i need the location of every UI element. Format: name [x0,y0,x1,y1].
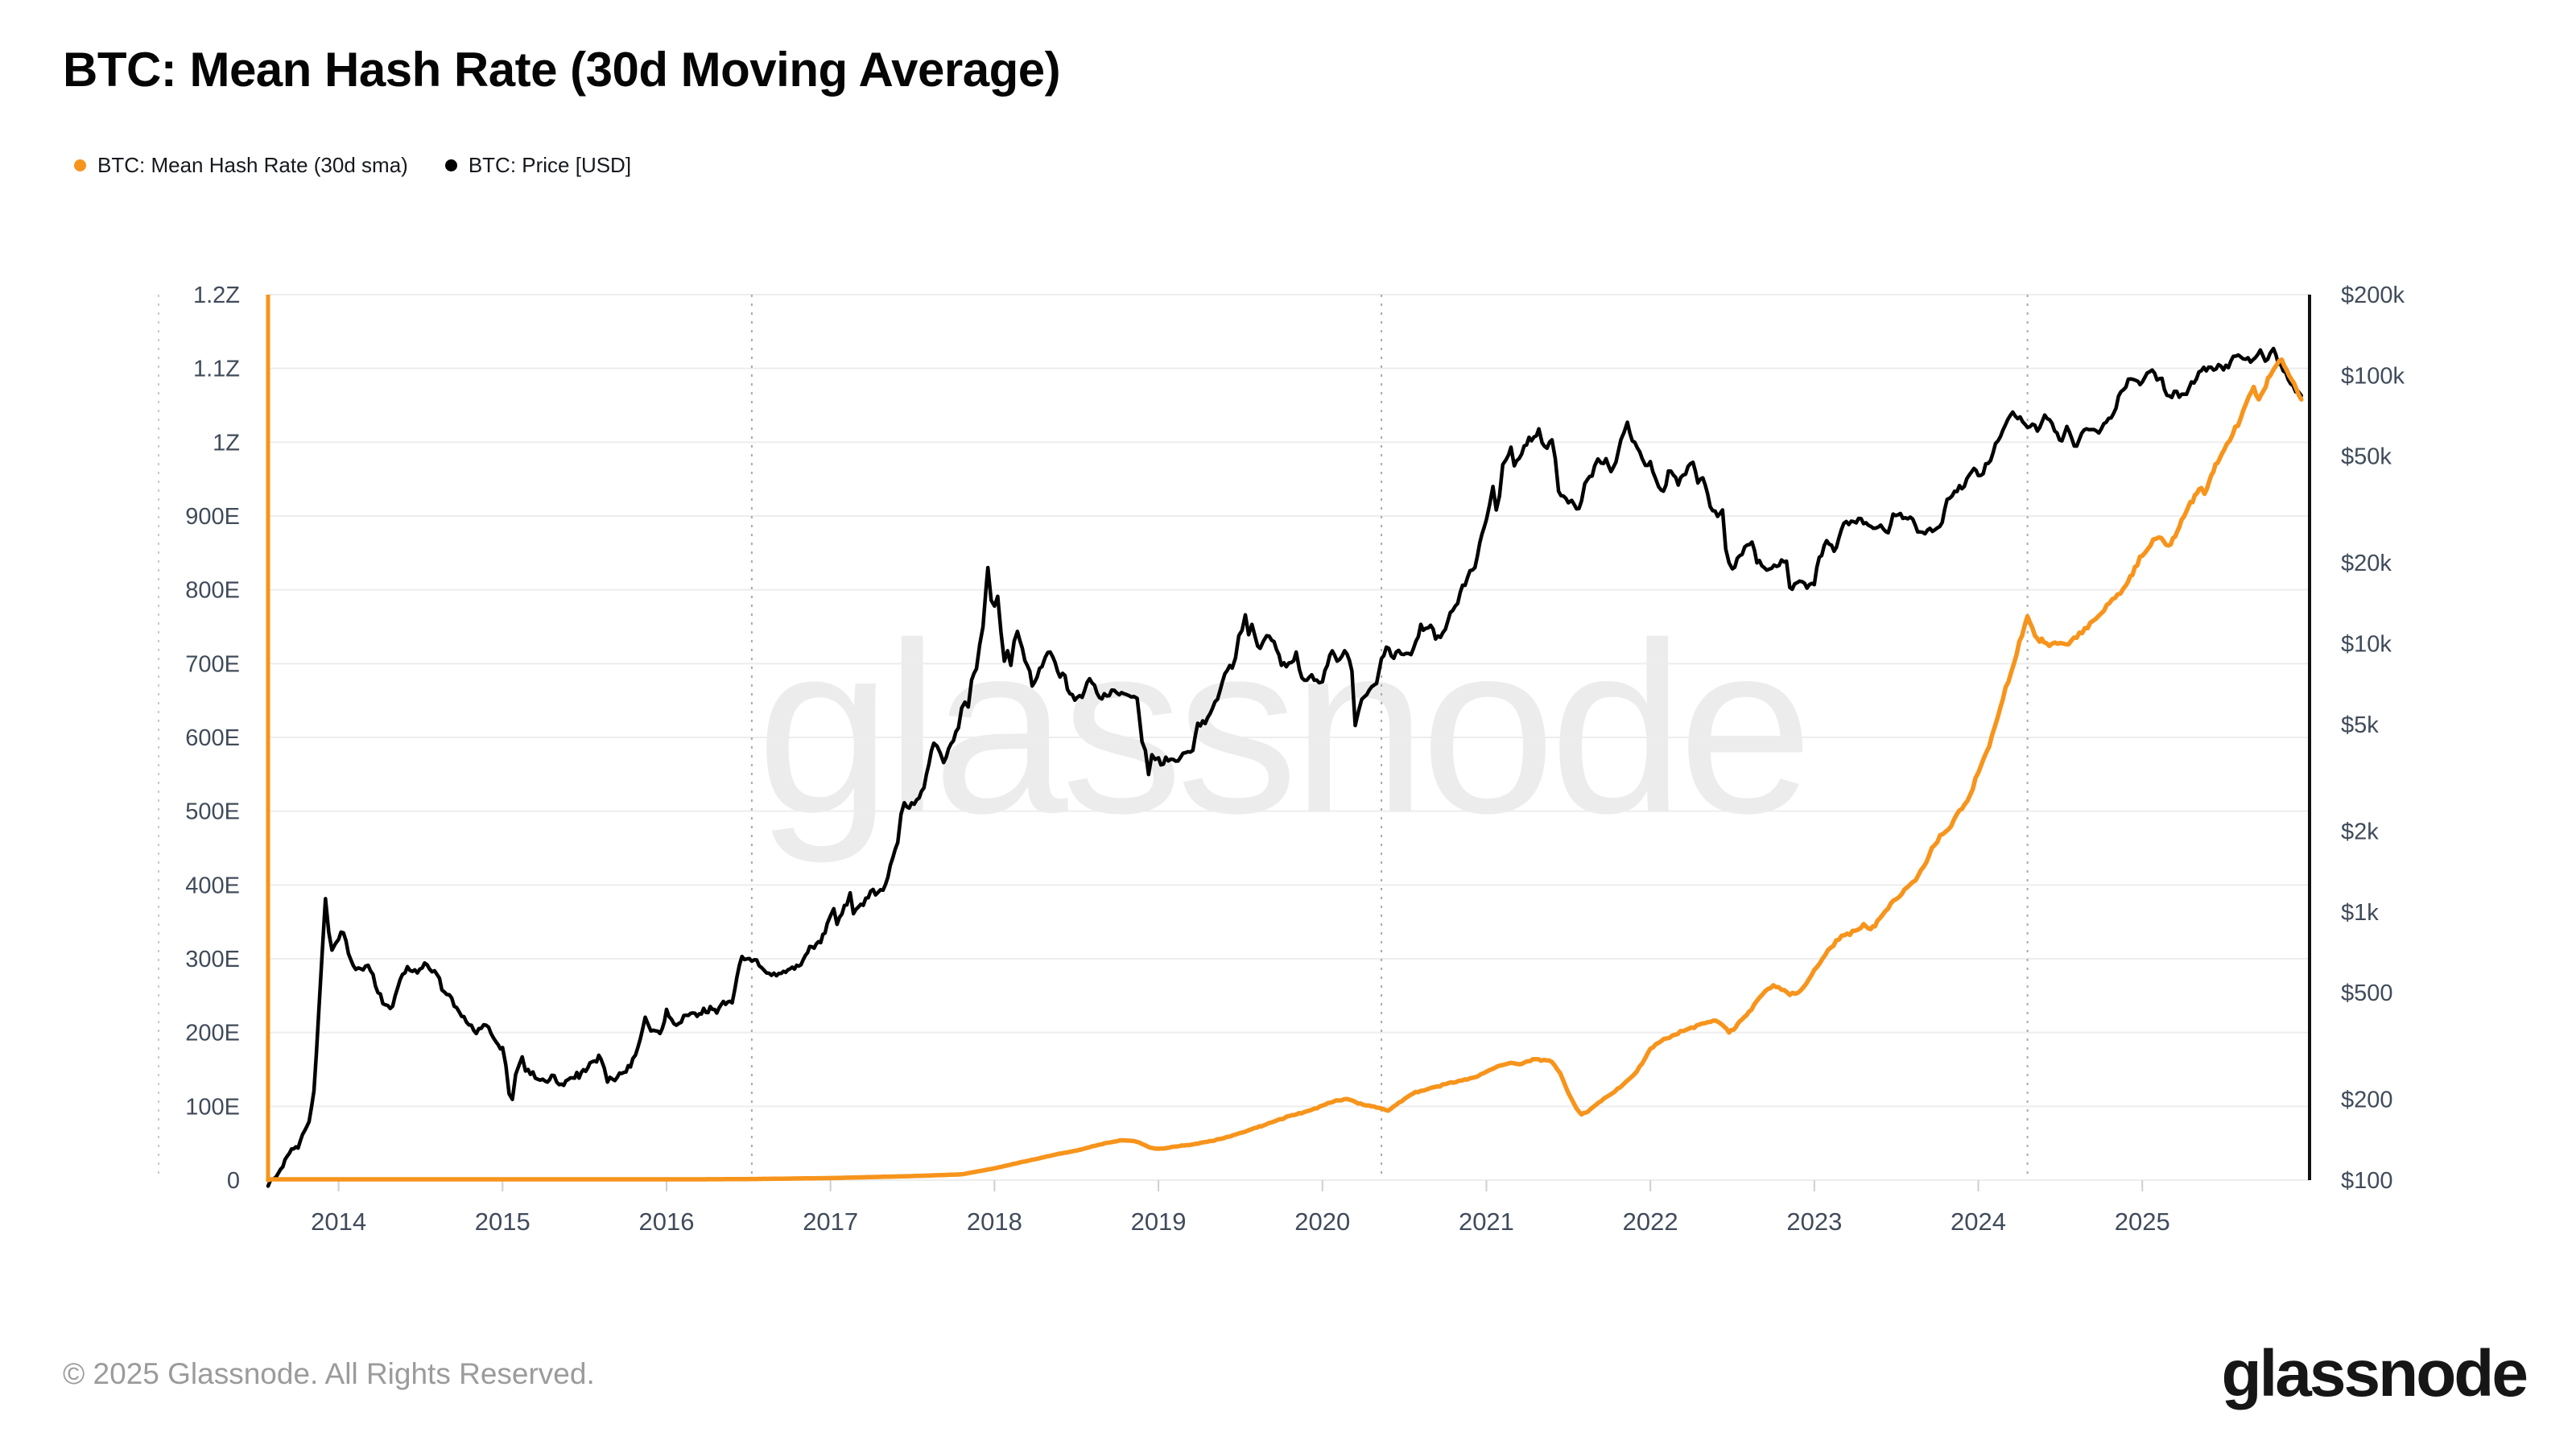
y-right-tick-label: $1k [2341,900,2379,926]
y-left-tick-label: 500E [185,799,240,825]
x-tick-label: 2014 [311,1208,366,1236]
y-right-tick-label: $2k [2341,819,2379,844]
price-series-dot-icon [444,159,457,171]
y-right-tick-label: $10k [2341,632,2392,658]
price-line [266,346,2304,1188]
page-title: BTC: Mean Hash Rate (30d Moving Average) [63,43,1061,97]
x-tick-label: 2020 [1294,1208,1350,1236]
y-right-tick-label: $500 [2341,980,2393,1006]
glassnode-logo: glassnode [2221,1337,2529,1410]
hashrate-line [266,357,2304,1183]
glassnode-watermark: glassnode [757,588,1814,868]
x-tick-label: 2025 [2115,1208,2170,1236]
legend: BTC: Mean Hash Rate (30d sma) BTC: Price… [74,153,631,178]
copyright-text: © 2025 Glassnode. All Rights Reserved. [63,1357,595,1390]
y-left-tick-label: 300E [185,947,240,972]
y-right-tick-label: $100k [2341,363,2405,389]
y-left-tick-label: 1.2Z [193,283,240,308]
y-left-tick-label: 900E [185,504,240,530]
x-tick-label: 2024 [1951,1208,2006,1236]
legend-item-price[interactable]: BTC: Price [USD] [444,153,632,178]
x-tick-label: 2016 [638,1208,694,1236]
hashrate-series-dot-icon [74,159,86,171]
y-left-tick-label: 0 [227,1168,240,1194]
x-tick-label: 2015 [475,1208,530,1236]
y-left-tick-label: 1Z [213,430,240,456]
y-right-tick-label: $20k [2341,551,2392,576]
y-left-tick-label: 1.1Z [193,357,240,382]
legend-label-hashrate: BTC: Mean Hash Rate (30d sma) [97,153,408,177]
y-right-tick-label: $200 [2341,1088,2393,1113]
y-right-tick-label: $200k [2341,283,2405,308]
y-right-tick-label: $50k [2341,444,2392,470]
y-right-tick-label: $100 [2341,1168,2393,1194]
x-tick-label: 2017 [803,1208,858,1236]
x-tick-label: 2019 [1131,1208,1187,1236]
y-left-tick-label: 200E [185,1021,240,1046]
legend-label-price: BTC: Price [USD] [468,153,632,177]
y-right-tick-label: $5k [2341,712,2379,738]
legend-item-hashrate[interactable]: BTC: Mean Hash Rate (30d sma) [74,153,408,178]
y-left-tick-label: 700E [185,651,240,677]
y-left-tick-label: 100E [185,1094,240,1120]
y-left-tick-label: 400E [185,873,240,898]
x-tick-label: 2018 [967,1208,1022,1236]
x-tick-label: 2022 [1623,1208,1678,1236]
y-left-tick-label: 800E [185,578,240,604]
chart-plot-area[interactable] [268,295,2310,1180]
y-left-tick-label: 600E [185,725,240,751]
x-tick-label: 2021 [1459,1208,1514,1236]
x-tick-label: 2023 [1786,1208,1842,1236]
